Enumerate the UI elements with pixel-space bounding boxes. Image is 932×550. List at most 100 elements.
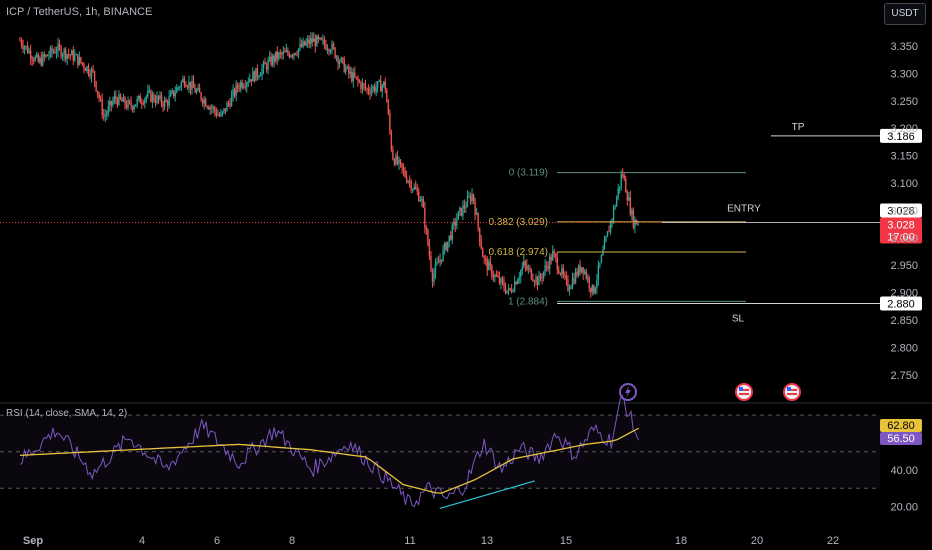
currency-button[interactable]: USDT bbox=[884, 3, 926, 25]
candle-body bbox=[606, 231, 609, 237]
candle-body bbox=[160, 95, 163, 104]
lightning-event-icon[interactable] bbox=[619, 383, 637, 401]
us-flag-event-icon[interactable] bbox=[783, 383, 801, 401]
candle-body bbox=[302, 40, 304, 47]
candle bbox=[355, 76, 358, 80]
candle-body bbox=[328, 49, 330, 52]
candle-body bbox=[529, 268, 531, 270]
price-tick-label: 3.100 bbox=[890, 178, 918, 190]
candle bbox=[200, 92, 202, 102]
candle bbox=[453, 217, 455, 231]
candle-body bbox=[218, 114, 221, 116]
candle bbox=[582, 267, 584, 280]
candle bbox=[171, 88, 173, 95]
candle bbox=[103, 108, 105, 121]
candle bbox=[626, 189, 628, 206]
candle-body bbox=[186, 86, 189, 88]
candle bbox=[247, 77, 250, 87]
candle-body bbox=[177, 87, 179, 89]
candle bbox=[576, 268, 578, 278]
candle-body bbox=[125, 105, 128, 108]
candle bbox=[297, 47, 300, 59]
candle-body bbox=[625, 178, 627, 193]
candle-body bbox=[389, 113, 391, 132]
candle bbox=[518, 271, 520, 284]
candle bbox=[328, 48, 330, 56]
candle bbox=[322, 34, 324, 45]
bar-countdown: 17:00 bbox=[887, 231, 915, 243]
candle-body bbox=[348, 66, 350, 74]
candle-body bbox=[375, 87, 377, 92]
candle bbox=[526, 258, 528, 272]
price-tick-label: 3.050 bbox=[890, 205, 918, 217]
candle-body bbox=[80, 57, 82, 63]
candle bbox=[341, 57, 344, 65]
candle bbox=[524, 259, 527, 272]
candle-body bbox=[425, 227, 428, 230]
candle bbox=[106, 110, 108, 121]
candle bbox=[457, 210, 460, 220]
candle-body bbox=[462, 205, 464, 216]
candle bbox=[375, 81, 377, 97]
candle bbox=[134, 104, 137, 107]
rsi-value: 56.50 bbox=[887, 433, 915, 445]
candle-body bbox=[489, 261, 492, 266]
candle bbox=[579, 259, 581, 276]
candle bbox=[68, 48, 70, 59]
candle bbox=[122, 93, 125, 102]
candle-body bbox=[322, 39, 324, 41]
candle bbox=[299, 37, 301, 52]
candle-body bbox=[402, 168, 405, 171]
candle bbox=[571, 272, 574, 290]
candle bbox=[249, 73, 251, 83]
candle bbox=[87, 63, 90, 77]
candle-body bbox=[183, 78, 186, 86]
candle bbox=[42, 51, 44, 67]
candle bbox=[594, 286, 597, 295]
candle-body bbox=[542, 271, 545, 279]
candle-body bbox=[533, 280, 536, 283]
candle-body bbox=[162, 103, 164, 107]
candle bbox=[451, 222, 453, 245]
candle bbox=[55, 46, 58, 59]
candle-body bbox=[290, 55, 292, 58]
tp-price-tag bbox=[880, 128, 922, 143]
candle-body bbox=[112, 100, 114, 106]
candle-body bbox=[136, 98, 138, 105]
candle bbox=[71, 49, 73, 56]
candle bbox=[443, 241, 446, 255]
candle-body bbox=[124, 97, 126, 106]
candle-body bbox=[550, 256, 552, 261]
candle bbox=[81, 62, 84, 67]
candle bbox=[411, 188, 414, 193]
candle-body bbox=[421, 198, 423, 201]
candle bbox=[109, 96, 111, 112]
candle-body bbox=[518, 277, 520, 281]
tp-label: TP bbox=[792, 122, 805, 133]
candle-body bbox=[267, 60, 269, 70]
candle bbox=[303, 40, 306, 46]
candle-body bbox=[495, 275, 498, 277]
candle-body bbox=[46, 54, 49, 57]
candle-body bbox=[279, 52, 281, 54]
candle bbox=[337, 55, 339, 70]
fib-level-label: 0.618 (2.974) bbox=[489, 247, 549, 258]
candle-body bbox=[130, 102, 132, 107]
candle bbox=[629, 190, 632, 217]
candle-body bbox=[555, 253, 557, 258]
candle-body bbox=[386, 89, 388, 103]
candle bbox=[456, 213, 458, 230]
candle-body bbox=[338, 61, 341, 64]
candle-body bbox=[357, 77, 359, 81]
us-flag-event-icon[interactable] bbox=[735, 383, 753, 401]
candle bbox=[32, 56, 35, 65]
candle-body bbox=[597, 265, 600, 281]
candle bbox=[583, 269, 586, 275]
candle bbox=[121, 96, 123, 102]
rsi-indicator-title[interactable]: RSI (14, close, SMA, 14, 2) bbox=[6, 408, 128, 419]
candle bbox=[477, 212, 479, 232]
candle-body bbox=[527, 268, 530, 270]
candle bbox=[58, 39, 61, 51]
candle bbox=[162, 100, 164, 113]
candle-body bbox=[631, 210, 633, 215]
